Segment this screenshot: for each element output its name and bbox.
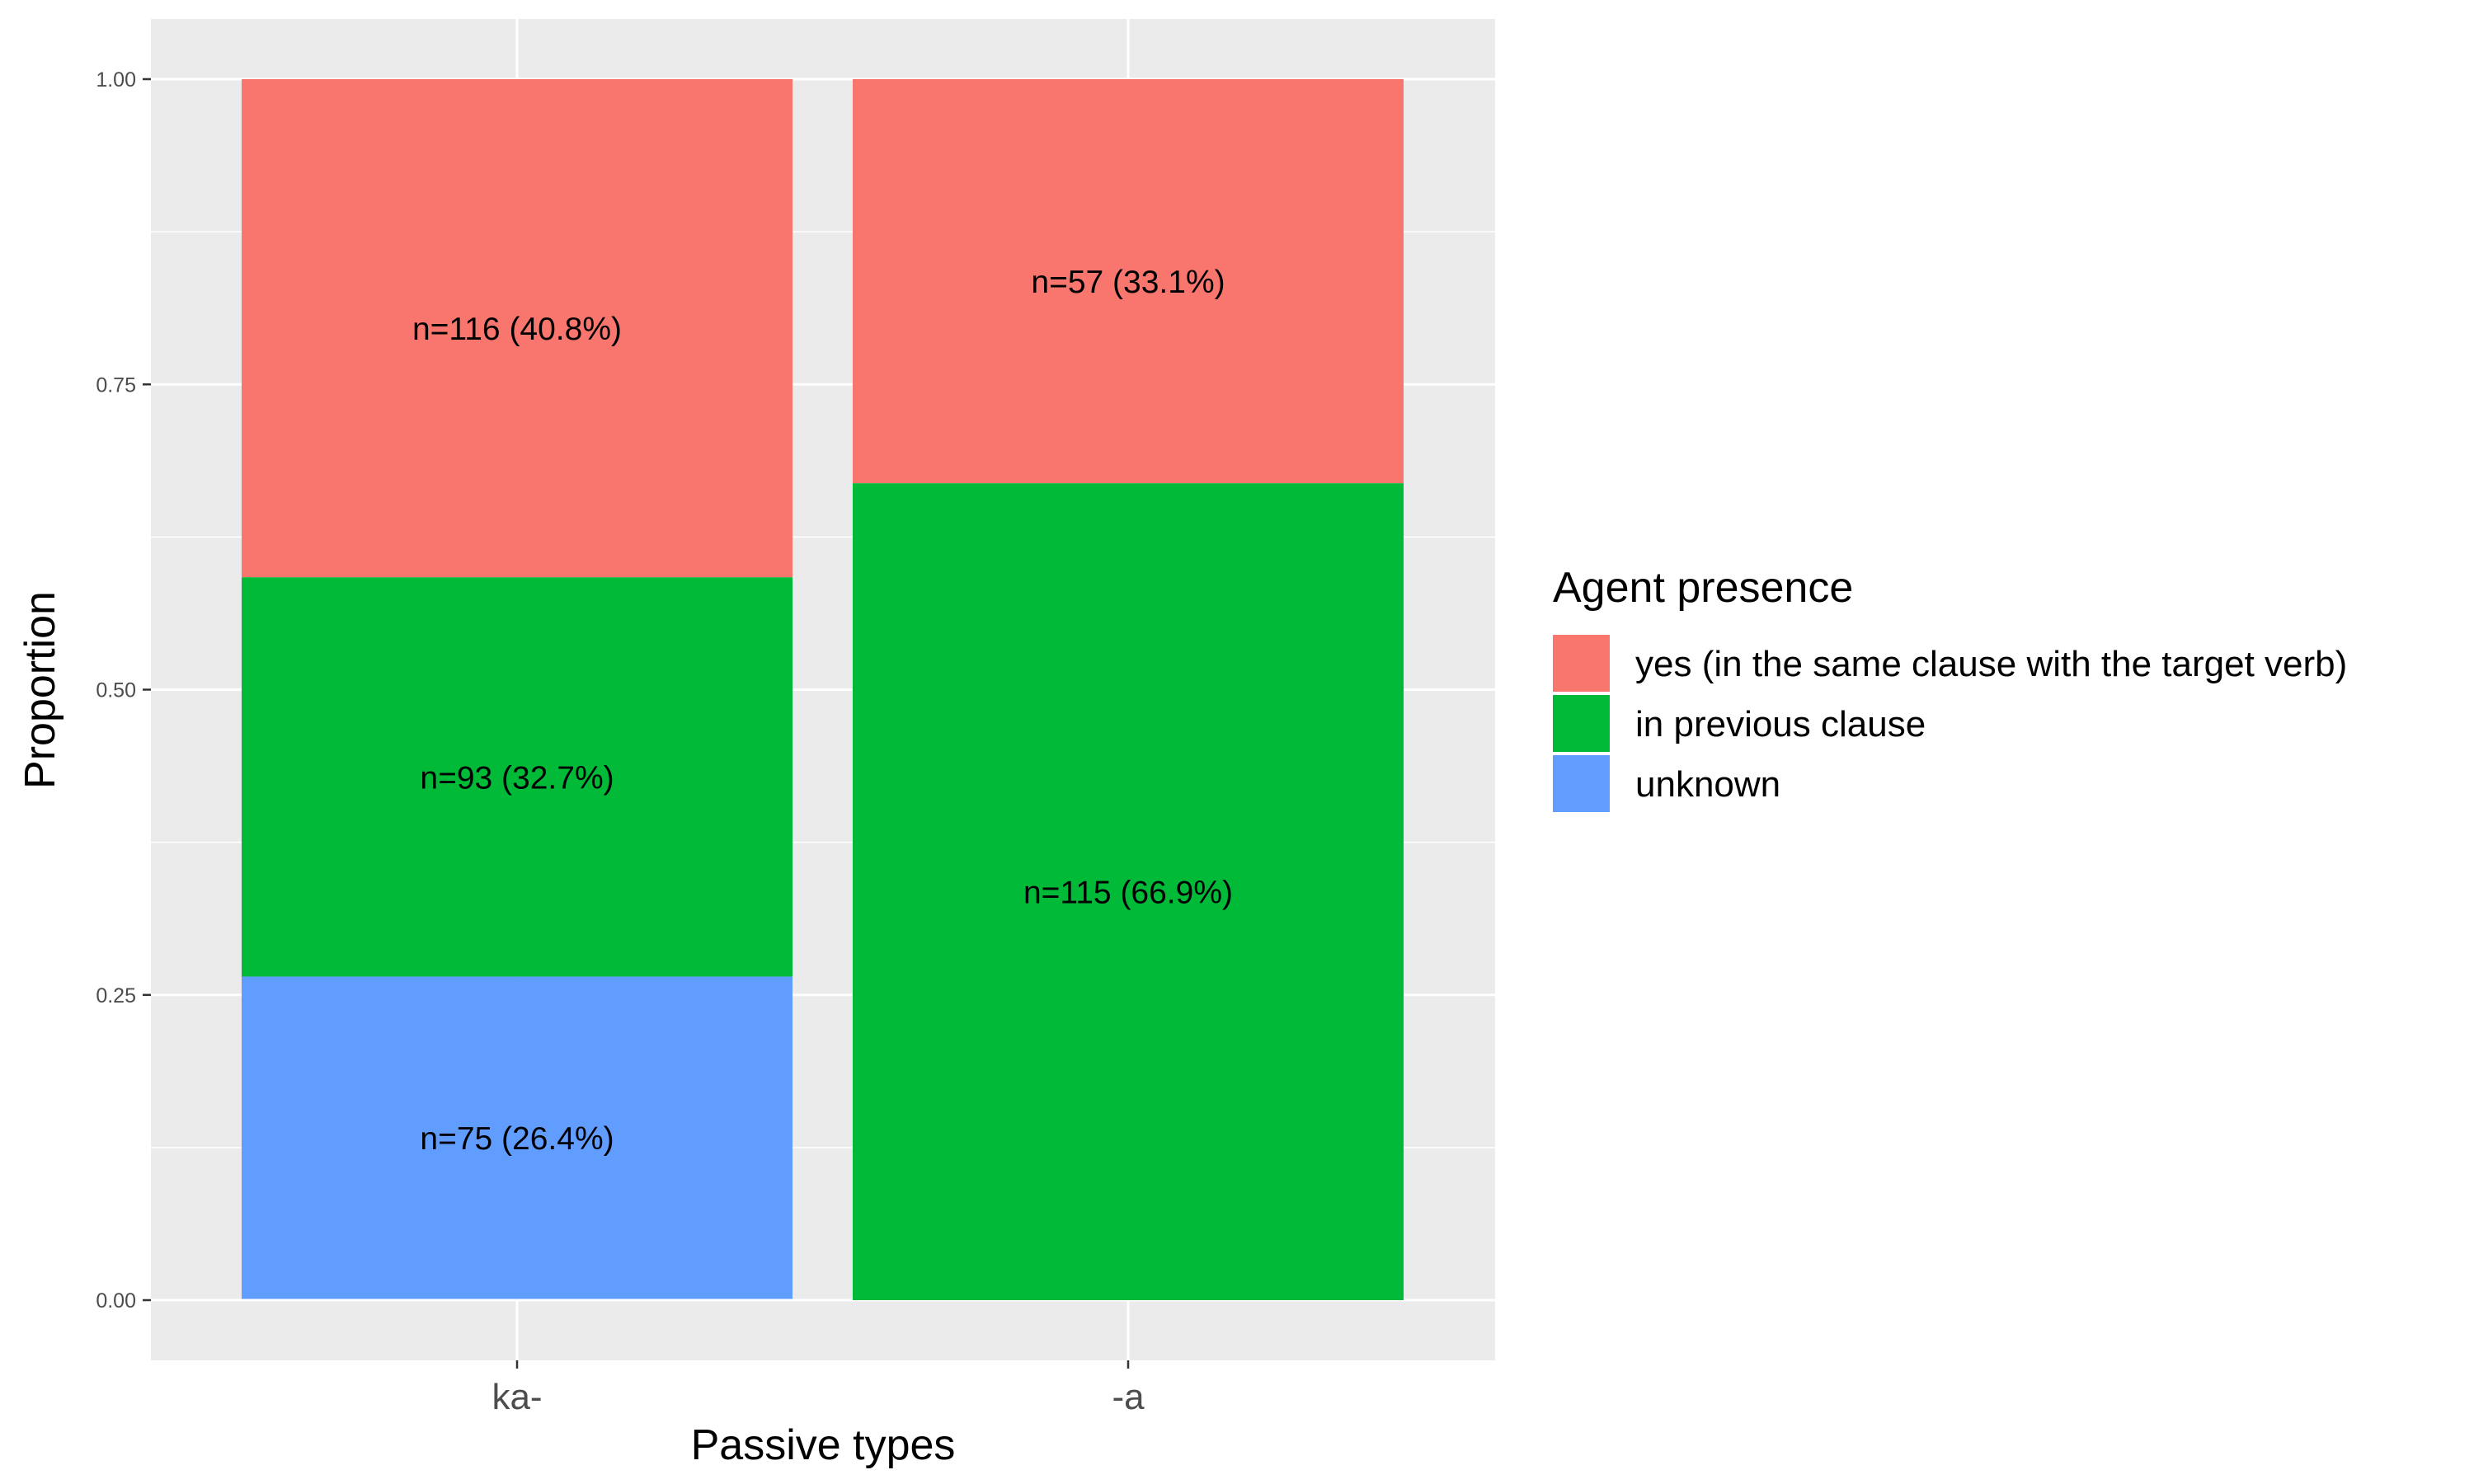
bar-data-label: n=93 (32.7%) [420, 760, 614, 796]
bar-data-label: n=116 (40.8%) [412, 312, 622, 347]
bar-labels: n=116 (40.8%) n=93 (32.7%) n=75 (26.4%) n=5… [412, 265, 1233, 1157]
legend-label: unknown [1635, 764, 1780, 805]
legend-swatch [1553, 695, 1610, 752]
legend-title: Agent presence [1553, 564, 1853, 612]
y-tick-label: 0.50 [96, 679, 136, 702]
bar-segment [242, 79, 793, 578]
bar-segment [853, 79, 1404, 484]
x-tick-label: ka- [492, 1377, 542, 1417]
y-tick-label: 0.00 [96, 1289, 136, 1313]
x-tick-label: -a [1112, 1377, 1145, 1417]
bar-data-label: n=57 (33.1%) [1031, 265, 1225, 300]
bar-segment [242, 976, 793, 1299]
legend-label: yes (in the same clause with the target … [1635, 644, 2347, 684]
legend-label: in previous clause [1635, 704, 1926, 744]
legend-swatch [1553, 635, 1610, 692]
bar-data-label: n=115 (66.9%) [1023, 876, 1233, 911]
y-tick-label: 0.75 [96, 373, 136, 397]
y-tick-label: 1.00 [96, 68, 136, 92]
y-axis-title: Proportion [16, 591, 64, 789]
y-axis: 0.00 0.25 0.50 0.75 1.00 [96, 68, 151, 1313]
bars [242, 79, 1404, 1300]
legend-swatch [1553, 755, 1610, 812]
bar-segment [242, 577, 793, 977]
x-axis-title: Passive types [691, 1421, 956, 1469]
x-axis: ka- -a [492, 1360, 1145, 1417]
legend-items: yes (in the same clause with the target … [1553, 635, 2347, 812]
y-tick-label: 0.25 [96, 984, 136, 1007]
bar-data-label: n=75 (26.4%) [420, 1121, 614, 1157]
bar-segment [853, 483, 1404, 1300]
legend: Agent presence yes (in the same clause w… [1553, 564, 2347, 812]
